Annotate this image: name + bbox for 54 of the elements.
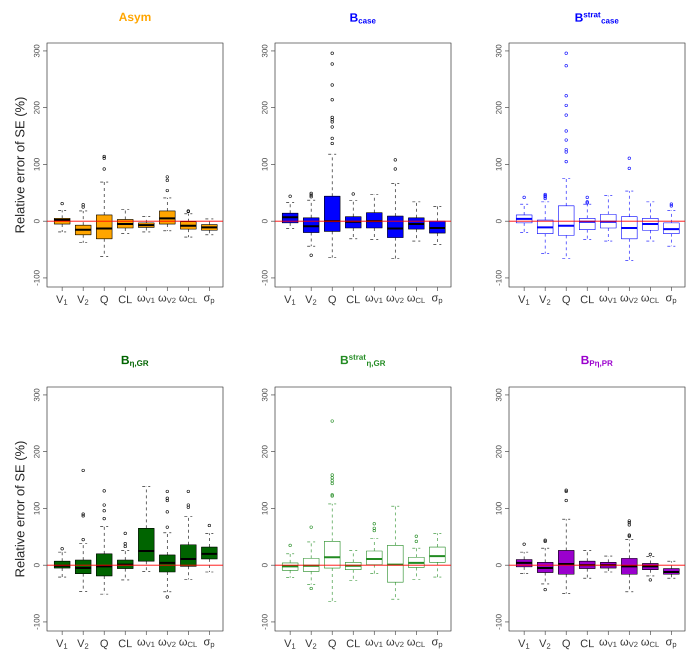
x-tick-label: ω$_{V2}$: [620, 640, 638, 648]
x-tick-label: V$_{1}$: [56, 640, 68, 649]
x-tick-label: Q: [562, 640, 570, 650]
y-axis-title: Relative error of SE (%): [14, 97, 28, 232]
x-tick-label: Q: [100, 296, 108, 306]
x-tick-label: ω$_{V2}$: [386, 640, 404, 648]
x-tick-label: ω$_{V1}$: [599, 296, 617, 304]
x-tick-label: Q: [328, 640, 336, 650]
x-tick-label: CL: [346, 640, 360, 648]
chart-title: B$_{case}$: [350, 13, 376, 24]
x-tick-label: ω$_{V2}$: [158, 296, 176, 304]
x-tick-label: Q: [328, 296, 336, 306]
x-tick-label: ω$_{V1}$: [137, 640, 155, 648]
x-tick-label: ω$_{CL}$: [641, 296, 659, 304]
y-axis-title: Relative error of SE (%): [14, 441, 28, 576]
x-tick-label: CL: [580, 296, 594, 304]
x-tick-label: ω$_{CL}$: [179, 296, 197, 304]
x-tick-label: V$_{2}$: [539, 296, 550, 305]
x-tick-label: CL: [580, 640, 594, 648]
x-tick-label: σ$_{p}$: [204, 640, 214, 649]
x-tick-label: ω$_{CL}$: [641, 640, 659, 648]
x-tick-label: V$_{2}$: [305, 296, 316, 305]
x-tick-label: σ$_{p}$: [666, 296, 676, 305]
chart-title: Asym: [119, 12, 151, 24]
x-tick-label: V$_{2}$: [305, 640, 316, 649]
x-tick-label: ω$_{V2}$: [620, 296, 638, 304]
x-tick-label: ω$_{CL}$: [179, 640, 197, 648]
x-tick-label: ω$_{V1}$: [599, 640, 617, 648]
x-tick-label: ω$_{V2}$: [158, 640, 176, 648]
x-tick-label: V$_{1}$: [284, 640, 296, 649]
x-tick-label: σ$_{p}$: [204, 296, 214, 305]
x-tick-label: ω$_{CL}$: [407, 640, 425, 648]
x-tick-label: ω$_{V1}$: [365, 640, 383, 648]
x-tick-label: V$_{1}$: [284, 296, 296, 305]
x-tick-label: CL: [118, 640, 132, 648]
x-tick-label: σ$_{p}$: [666, 640, 676, 649]
x-tick-label: V$_{2}$: [77, 296, 88, 305]
x-tick-label: ω$_{V1}$: [137, 296, 155, 304]
x-tick-label: σ$_{p}$: [432, 296, 442, 305]
chart-title: B$_{η,GR}$: [122, 356, 148, 368]
x-tick-label: Q: [562, 296, 570, 306]
x-tick-label: ω$_{V2}$: [386, 296, 404, 304]
x-tick-label: V$_{1}$: [518, 640, 530, 649]
x-tick-label: CL: [346, 296, 360, 304]
x-tick-label: V$_{1}$: [518, 296, 530, 305]
x-tick-label: ω$_{CL}$: [407, 296, 425, 304]
x-tick-label: V$_{2}$: [539, 640, 550, 649]
x-tick-label: Q: [100, 640, 108, 650]
x-tick-label: V$_{1}$: [56, 296, 68, 305]
x-tick-label: ω$_{V1}$: [365, 296, 383, 304]
x-tick-label: σ$_{p}$: [432, 640, 442, 649]
x-tick-label: V$_{2}$: [77, 640, 88, 649]
x-tick-label: CL: [118, 296, 132, 304]
chart-title: B$_{Pη,PR}$: [582, 356, 613, 368]
